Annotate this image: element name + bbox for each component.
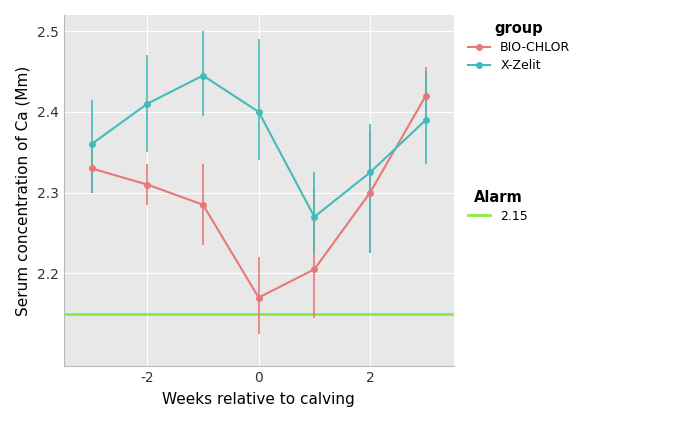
Y-axis label: Serum concentration of Ca (Mm): Serum concentration of Ca (Mm) [15, 65, 30, 316]
Legend: 2.15: 2.15 [468, 190, 528, 223]
X-axis label: Weeks relative to calving: Weeks relative to calving [162, 392, 355, 407]
